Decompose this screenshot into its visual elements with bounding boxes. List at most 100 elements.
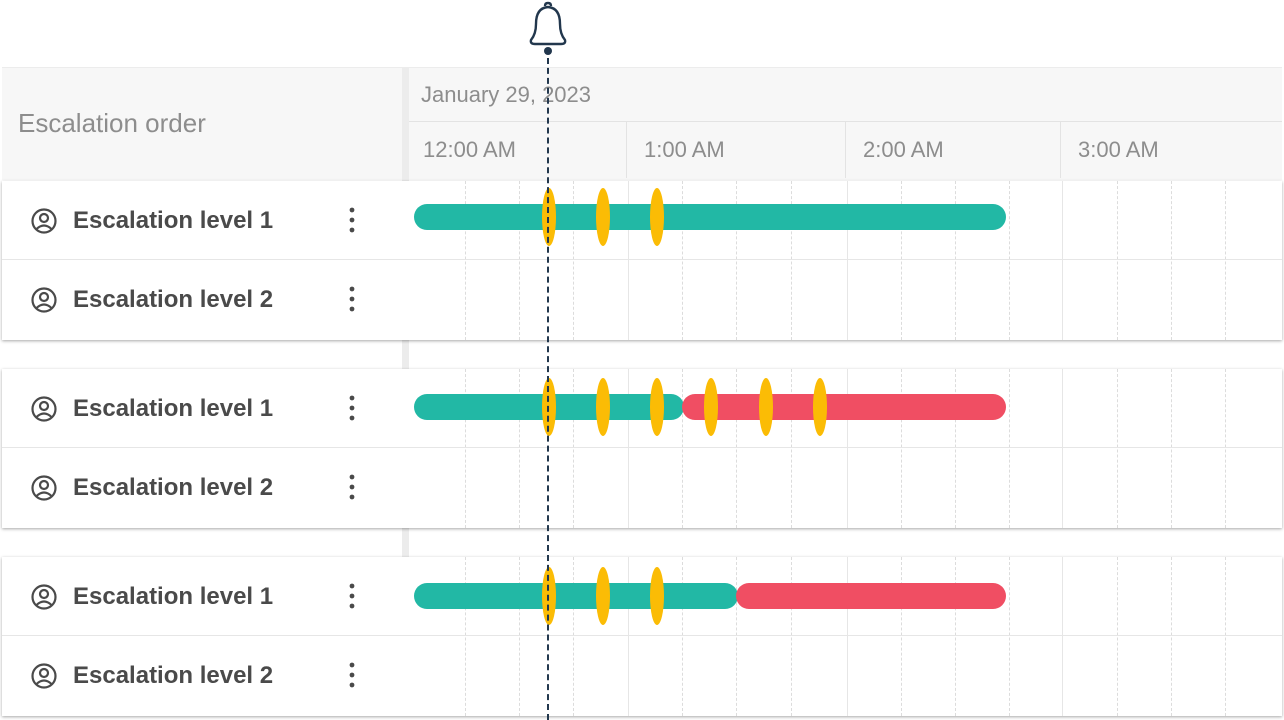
kebab-menu-icon[interactable] (344, 472, 360, 502)
notification-marker[interactable] (596, 188, 610, 246)
subdivision-gridline (573, 181, 574, 340)
subdivision-gridline (1117, 181, 1118, 340)
escalation-level-label: Escalation level 1 (73, 207, 274, 234)
subdivision-gridline (901, 369, 902, 528)
notification-marker[interactable] (650, 567, 664, 625)
notification-marker[interactable] (704, 378, 718, 436)
hour-gridline (847, 557, 848, 716)
subdivision-gridline (1009, 369, 1010, 528)
notification-marker[interactable] (650, 188, 664, 246)
escalation-row: Escalation level 1 (2, 557, 404, 635)
subdivision-gridline (1171, 369, 1172, 528)
subdivision-gridline (465, 181, 466, 340)
escalation-group-3: Escalation level 1 Escalation level 2 (2, 557, 1282, 716)
subdivision-gridline (519, 181, 520, 340)
bell-icon[interactable] (521, 0, 575, 56)
user-circle-icon (31, 287, 57, 313)
kebab-menu-icon[interactable] (344, 284, 360, 314)
kebab-menu-icon[interactable] (344, 581, 360, 611)
current-time-line (547, 48, 549, 720)
notification-marker[interactable] (542, 188, 556, 246)
subdivision-gridline (1009, 181, 1010, 340)
escalation-group-1: Escalation level 1 Escalation level 2 (2, 181, 1282, 340)
subdivision-gridline (465, 557, 466, 716)
escalation-row: Escalation level 1 (2, 369, 404, 447)
subdivision-gridline (682, 557, 683, 716)
notification-marker[interactable] (596, 378, 610, 436)
notification-marker[interactable] (542, 567, 556, 625)
subdivision-gridline (736, 369, 737, 528)
subdivision-gridline (465, 369, 466, 528)
user-circle-icon (31, 475, 57, 501)
hour-gridline (628, 557, 629, 716)
hour-gridline (1062, 557, 1063, 716)
user-circle-icon (31, 663, 57, 689)
timeline-grid (409, 181, 1282, 340)
tick-separator (626, 122, 627, 178)
subdivision-gridline (791, 557, 792, 716)
kebab-menu-icon[interactable] (344, 393, 360, 423)
tick-separator (845, 122, 846, 178)
escalation-order-title: Escalation order (18, 108, 206, 138)
escalation-row: Escalation level 2 (2, 636, 404, 714)
hour-gridline (1062, 181, 1063, 340)
tick-label-1: 12:00 AM (423, 137, 516, 162)
subdivision-gridline (1009, 557, 1010, 716)
notification-marker[interactable] (542, 378, 556, 436)
timeline-date: January 29, 2023 (421, 82, 592, 107)
hour-gridline (628, 181, 629, 340)
notification-marker[interactable] (596, 567, 610, 625)
escalation-row: Escalation level 1 (2, 181, 404, 259)
kebab-menu-icon[interactable] (344, 660, 360, 690)
subdivision-gridline (736, 557, 737, 716)
escalation-level-label: Escalation level 1 (73, 583, 274, 610)
escalation-level-label: Escalation level 2 (73, 662, 274, 689)
on-call-shift-bar[interactable] (414, 583, 738, 609)
hour-gridline (1062, 369, 1063, 528)
escalated-shift-bar[interactable] (736, 583, 1006, 609)
header-divider (409, 121, 1282, 122)
subdivision-gridline (1117, 369, 1118, 528)
notification-marker[interactable] (650, 378, 664, 436)
subdivision-gridline (1225, 181, 1226, 340)
tick-separator (1060, 122, 1061, 178)
row-divider (2, 259, 1282, 260)
subdivision-gridline (1171, 181, 1172, 340)
user-circle-icon (31, 396, 57, 422)
hour-gridline (847, 181, 848, 340)
subdivision-gridline (519, 369, 520, 528)
timeline-header: Escalation order (2, 67, 1282, 180)
subdivision-gridline (736, 181, 737, 340)
subdivision-gridline (955, 181, 956, 340)
escalation-level-label: Escalation level 2 (73, 474, 274, 501)
subdivision-gridline (573, 369, 574, 528)
timeline-grid (409, 557, 1282, 716)
subdivision-gridline (901, 557, 902, 716)
escalated-shift-bar[interactable] (682, 394, 1006, 420)
tick-label-4: 3:00 AM (1078, 137, 1159, 162)
on-call-shift-bar[interactable] (414, 204, 1006, 230)
escalation-order-header: Escalation order (2, 68, 405, 180)
subdivision-gridline (519, 557, 520, 716)
subdivision-gridline (955, 369, 956, 528)
escalation-level-label: Escalation level 2 (73, 286, 274, 313)
subdivision-gridline (682, 369, 683, 528)
subdivision-gridline (901, 181, 902, 340)
user-circle-icon (31, 208, 57, 234)
subdivision-gridline (1225, 369, 1226, 528)
subdivision-gridline (955, 557, 956, 716)
kebab-menu-icon[interactable] (344, 205, 360, 235)
subdivision-gridline (1225, 557, 1226, 716)
hour-gridline (847, 369, 848, 528)
tick-label-2: 1:00 AM (644, 137, 725, 162)
notification-marker[interactable] (813, 378, 827, 436)
tick-label-3: 2:00 AM (863, 137, 944, 162)
escalation-group-2: Escalation level 1 Escalation level 2 (2, 369, 1282, 528)
escalation-row: Escalation level 2 (2, 448, 404, 526)
escalation-row: Escalation level 2 (2, 260, 404, 338)
notification-marker[interactable] (759, 378, 773, 436)
timeline-grid (409, 369, 1282, 528)
subdivision-gridline (1117, 557, 1118, 716)
subdivision-gridline (1171, 557, 1172, 716)
subdivision-gridline (791, 369, 792, 528)
